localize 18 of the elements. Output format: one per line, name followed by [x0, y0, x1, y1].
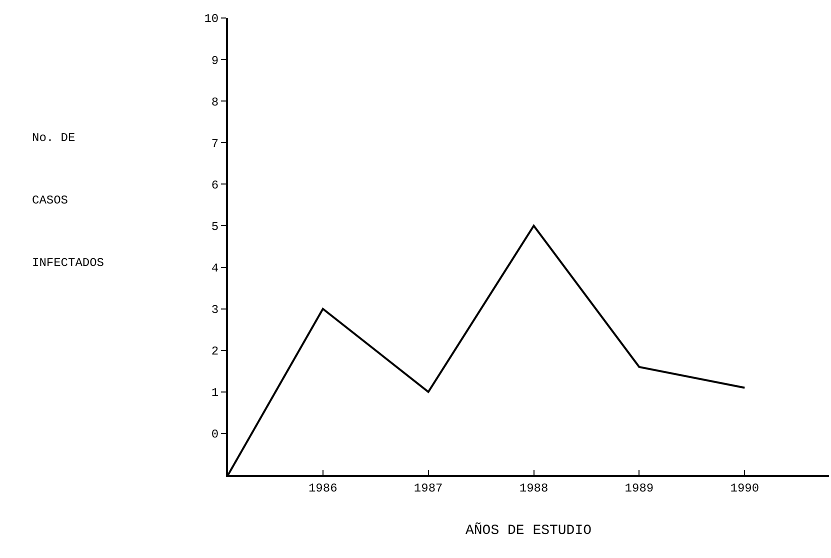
- y-tick-label: 10: [204, 12, 219, 26]
- y-tick-label: 9: [211, 54, 219, 68]
- y-tick-label: 5: [211, 220, 219, 234]
- y-tick-label: 7: [211, 136, 219, 151]
- x-tick-label: 1988: [519, 481, 548, 496]
- x-tick-label: 1987: [414, 481, 443, 496]
- y-tick-label: 8: [211, 95, 219, 110]
- y-tick-label: 2: [211, 344, 219, 359]
- y-tick-label: 1: [211, 386, 219, 400]
- x-axis-title: AÑOS DE ESTUDIO: [465, 522, 592, 540]
- y-tick-label: 3: [211, 303, 219, 318]
- y-tick-label: 6: [211, 178, 219, 192]
- x-tick-label: 1986: [308, 481, 338, 496]
- y-tick-label: 4: [211, 261, 219, 276]
- x-tick-label: 1989: [624, 481, 654, 496]
- y-tick-label: 0: [211, 428, 219, 442]
- x-tick-label: 1990: [730, 481, 760, 496]
- text: No. DE CASOS INFECTADOS: [32, 131, 104, 270]
